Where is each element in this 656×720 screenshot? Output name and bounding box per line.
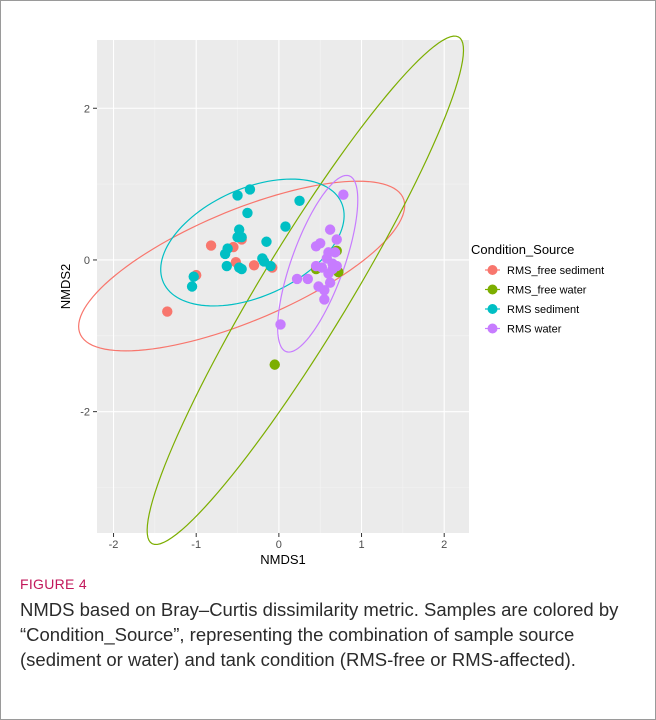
grid-major xyxy=(97,40,469,533)
x-tick-label: 2 xyxy=(441,539,447,551)
ellipse-rms-free-sediment xyxy=(78,180,406,352)
point-rms-sediment xyxy=(265,260,276,272)
y-tick-label: 0 xyxy=(84,255,90,267)
point-rms-free-water xyxy=(269,359,280,370)
point-rms-sediment xyxy=(232,190,243,201)
point-rms-water xyxy=(319,294,330,305)
x-tick-label: 0 xyxy=(276,539,282,551)
legend-label-rms-free-sediment: RMS_free sediment xyxy=(507,265,604,277)
point-rms-sediment xyxy=(222,243,233,254)
point-rms-water xyxy=(291,273,303,285)
figure-caption: NMDS based on Bray–Curtis dissimilarity … xyxy=(20,599,619,670)
point-rms-water xyxy=(319,285,330,296)
legend-key-rms-free-water xyxy=(487,284,498,295)
point-rms-sediment xyxy=(242,207,253,219)
data-points xyxy=(162,184,349,370)
point-rms-water xyxy=(302,273,313,285)
point-rms-sediment xyxy=(188,271,199,282)
figure-label: FIGURE 4 xyxy=(20,576,87,592)
x-tick-label: -1 xyxy=(191,539,201,551)
legend-label-rms-sediment: RMS sediment xyxy=(507,304,579,316)
legend: Condition_Source RMS_free sediment RMS_fr… xyxy=(471,242,604,336)
point-rms-water xyxy=(331,234,342,245)
point-rms-sediment xyxy=(186,281,198,292)
point-rms-water xyxy=(338,189,349,200)
y-tick-label: 2 xyxy=(84,103,90,115)
point-rms-free-sediment xyxy=(205,240,217,251)
legend-label-rms-free-water: RMS_free water xyxy=(507,285,587,297)
point-rms-water xyxy=(329,247,341,258)
legend-key-rms-free-sediment xyxy=(487,265,498,275)
legend-key-rms-sediment xyxy=(487,304,498,314)
point-rms-sediment xyxy=(236,232,247,243)
point-rms-free-sediment xyxy=(248,260,260,271)
axes: -2 -1 0 1 2 -2 0 2 xyxy=(80,103,447,551)
point-rms-sediment xyxy=(236,263,247,275)
point-rms-water xyxy=(324,277,336,288)
ellipse-rms-free-water xyxy=(146,35,465,546)
point-rms-free-sediment xyxy=(162,306,173,317)
y-tick-label: -2 xyxy=(80,407,90,419)
nmds-scatter-plot: -2 -1 0 1 2 -2 0 2 NMDS1 NMDS2 Condition_Source… xyxy=(58,35,604,567)
point-rms-water xyxy=(315,238,326,249)
point-rms-sediment xyxy=(221,260,232,272)
point-rms-sediment xyxy=(280,221,291,232)
legend-title: Condition_Source xyxy=(471,242,574,257)
point-rms-sediment xyxy=(244,184,256,195)
ellipses xyxy=(78,35,465,546)
point-rms-water xyxy=(275,319,286,330)
x-tick-label: 1 xyxy=(358,539,364,551)
ellipse-rms-sediment xyxy=(160,178,345,307)
point-rms-water xyxy=(324,224,336,235)
x-tick-label: -2 xyxy=(109,539,119,551)
x-axis-title: NMDS1 xyxy=(260,552,306,567)
point-rms-sediment xyxy=(294,195,305,206)
point-rms-water xyxy=(316,262,328,273)
y-axis-title: NMDS2 xyxy=(58,264,73,310)
legend-key-rms-water xyxy=(487,323,498,334)
legend-label-rms-water: RMS water xyxy=(507,324,562,336)
point-rms-water xyxy=(331,260,342,272)
ellipse-rms-water xyxy=(277,174,359,353)
point-rms-sediment xyxy=(261,236,272,247)
